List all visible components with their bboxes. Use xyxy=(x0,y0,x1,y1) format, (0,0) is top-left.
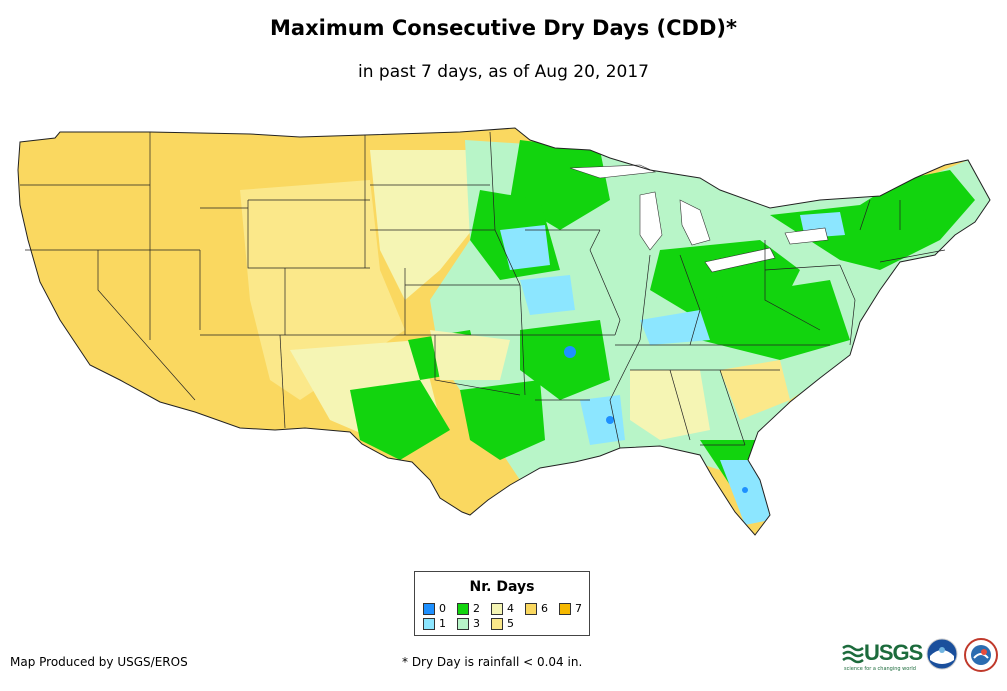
usgs-wave-icon xyxy=(842,644,864,664)
cdd-map xyxy=(17,127,991,536)
legend-swatch-2 xyxy=(457,603,469,615)
legend-label-1: 1 xyxy=(439,617,446,630)
legend-title: Nr. Days xyxy=(469,579,535,595)
legend-swatch-5 xyxy=(491,618,503,630)
legend-swatch-7 xyxy=(559,603,571,615)
legend-label-3: 3 xyxy=(473,617,480,630)
legend-swatch-3 xyxy=(457,618,469,630)
legend-swatch-6 xyxy=(525,603,537,615)
legend-label-5: 5 xyxy=(507,617,514,630)
legend-label-6: 6 xyxy=(541,602,548,615)
credit-text: Map Produced by USGS/EROS xyxy=(10,655,188,669)
legend-label-0: 0 xyxy=(439,602,446,615)
legend-swatch-4 xyxy=(491,603,503,615)
legend-label-2: 2 xyxy=(473,602,480,615)
usgs-tagline: science for a changing world xyxy=(844,666,916,672)
legend-swatch-1 xyxy=(423,618,435,630)
map-title: Maximum Consecutive Dry Days (CDD)* xyxy=(270,16,737,40)
noaa-icon xyxy=(926,638,958,670)
nws-icon xyxy=(964,638,998,672)
legend-label-4: 4 xyxy=(507,602,514,615)
agency-logos: USGS science for a changing world xyxy=(842,636,1002,676)
usgs-logo-text: USGS xyxy=(864,640,923,665)
footnote-text: * Dry Day is rainfall < 0.04 in. xyxy=(402,655,583,669)
map-subtitle: in past 7 days, as of Aug 20, 2017 xyxy=(358,62,649,82)
legend-label-7: 7 xyxy=(575,602,582,615)
legend: Nr. Days 0 1 2 3 4 5 6 7 xyxy=(414,571,590,636)
legend-swatch-0 xyxy=(423,603,435,615)
